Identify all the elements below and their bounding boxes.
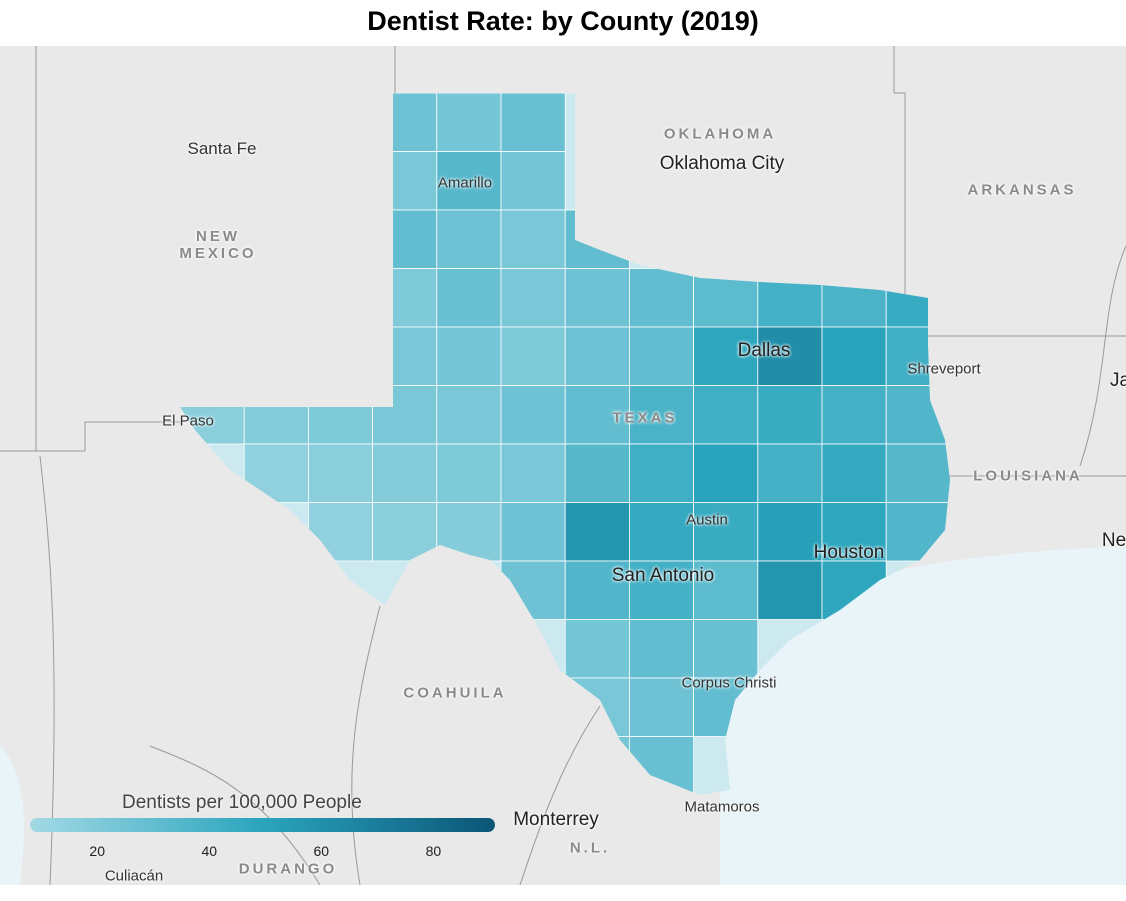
county-cell	[693, 560, 759, 620]
county-cell	[693, 619, 759, 679]
place-label: Corpus Christi	[681, 674, 777, 692]
place-label: Ja	[1109, 370, 1126, 391]
legend-title: Dentists per 100,000 People	[122, 792, 362, 813]
legend-tick-label: 80	[425, 843, 442, 859]
place-label: Austin	[686, 511, 728, 529]
county-cell	[757, 502, 823, 562]
county-cell	[757, 385, 823, 445]
county-cells	[180, 93, 950, 795]
place-label: Amarillo	[437, 174, 493, 192]
county-cell	[885, 443, 950, 503]
county-cell	[436, 443, 502, 503]
county-cell	[564, 326, 630, 386]
county-cell	[821, 385, 887, 445]
county-cell	[500, 209, 566, 269]
county-cell	[500, 268, 566, 328]
place-label: ARKANSAS	[967, 181, 1077, 199]
county-cell	[436, 209, 502, 269]
county-cell	[757, 443, 823, 503]
county-cell	[757, 560, 823, 620]
county-cell	[500, 385, 566, 445]
county-cell	[436, 268, 502, 328]
place-label: Santa Fe	[187, 139, 257, 158]
place-label: Matamoros	[684, 798, 760, 816]
place-label: Shreveport	[907, 360, 981, 378]
county-cell	[821, 443, 887, 503]
legend-tick-label: 40	[201, 843, 218, 859]
county-cell	[564, 443, 630, 503]
place-label: Culiacán	[104, 867, 164, 885]
place-label: Ne	[1101, 530, 1126, 551]
place-label: LOUISIANA	[973, 467, 1083, 485]
county-cell	[564, 619, 630, 679]
county-cell	[821, 326, 887, 386]
place-label: Monterrey	[513, 809, 599, 830]
county-cell	[693, 443, 759, 503]
gulf-water	[720, 546, 1126, 885]
county-cell	[629, 385, 695, 445]
county-cell	[436, 385, 502, 445]
place-label: Oklahoma City	[659, 153, 785, 174]
county-cell	[629, 268, 695, 328]
place-label: San Antonio	[611, 565, 715, 586]
map	[0, 46, 1126, 885]
county-cell	[821, 502, 887, 562]
county-cell	[693, 502, 759, 562]
map-title: Dentist Rate: by County (2019)	[367, 6, 759, 36]
county-cell	[436, 326, 502, 386]
county-cell	[372, 502, 438, 562]
county-cell	[372, 443, 438, 503]
county-cell	[436, 93, 502, 152]
county-cell	[500, 443, 566, 503]
legend-tick-label: 60	[313, 843, 330, 859]
county-cell	[500, 151, 566, 211]
county-cell	[757, 326, 823, 386]
county-cell	[629, 560, 695, 620]
county-cell	[693, 326, 759, 386]
place-label: DURANGO	[238, 860, 338, 878]
county-cell	[629, 502, 695, 562]
county-cell	[564, 268, 630, 328]
place-label: COAHUILA	[403, 684, 507, 702]
state-borders	[0, 46, 1126, 885]
place-label: El Paso	[162, 412, 214, 430]
county-cell	[629, 443, 695, 503]
pacific-water	[0, 746, 24, 885]
legend-tick-label: 20	[89, 843, 106, 859]
county-cell	[629, 619, 695, 679]
place-label: TEXAS	[612, 409, 678, 427]
county-cell	[500, 502, 566, 562]
place-label: Dallas	[737, 340, 791, 361]
county-cell	[693, 385, 759, 445]
place-label: Houston	[813, 542, 885, 563]
county-cell	[307, 443, 373, 503]
county-cell	[564, 502, 630, 562]
place-label: NEW MEXICO	[179, 228, 257, 262]
county-cell	[500, 326, 566, 386]
legend-colorbar	[30, 818, 495, 832]
place-label: N.L.	[569, 839, 611, 857]
place-label: OKLAHOMA	[663, 125, 777, 143]
county-cell	[629, 326, 695, 386]
county-cell	[500, 93, 566, 152]
